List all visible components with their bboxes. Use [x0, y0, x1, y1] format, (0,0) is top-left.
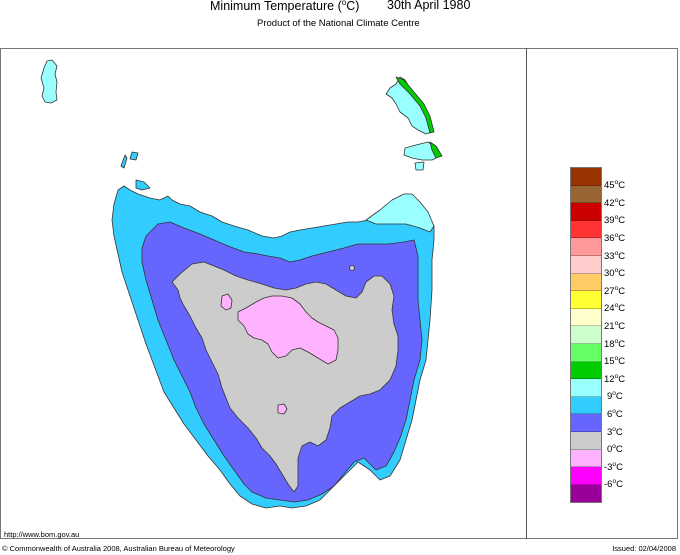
copyright-notice: © Commonwealth of Australia 2008, Austra… — [2, 544, 235, 553]
legend-band — [571, 396, 601, 415]
zone-0-to-3 — [171, 261, 399, 493]
legend-label-12: 12oC — [604, 373, 626, 385]
legend-label-minus6: -6oC — [604, 478, 623, 490]
legend-band — [571, 431, 601, 450]
legend-band — [571, 343, 601, 362]
three-hummock-island — [129, 151, 139, 161]
legend-label-30: 30oC — [604, 267, 626, 279]
legend-label-9: 9oC — [607, 390, 623, 402]
zone-9-to-12 — [365, 193, 435, 233]
legend-band — [571, 255, 601, 274]
legend-band — [571, 308, 601, 327]
hunter-island — [120, 154, 128, 169]
legend-band — [571, 449, 601, 468]
legend-band — [571, 414, 601, 432]
legend-label-33: 33oC — [604, 250, 626, 262]
legend-color-scale — [570, 167, 602, 504]
robbins-island — [135, 179, 151, 191]
map-subtitle: Product of the National Climate Centre — [257, 18, 420, 29]
map-frame — [0, 48, 678, 539]
legend-band — [571, 168, 601, 186]
legend-band — [571, 361, 601, 380]
zone-minus3-pink-small-2 — [277, 403, 288, 415]
cape-barren-green — [429, 141, 443, 159]
frame-divider — [526, 48, 527, 539]
legend-band — [571, 467, 601, 485]
zone-minus3-pink-small-1 — [220, 293, 233, 311]
legend-label-minus3: -3oC — [604, 461, 623, 473]
legend-band — [571, 379, 601, 397]
legend-band — [571, 326, 601, 344]
issued-date: Issued: 02/04/2008 — [612, 544, 676, 553]
legend-label-42: 42oC — [604, 197, 626, 209]
legend-label-21: 21oC — [604, 320, 626, 332]
flinders-island-green — [395, 76, 435, 134]
legend-band — [571, 203, 601, 221]
legend-label-6: 6oC — [607, 408, 623, 420]
legend-label-15: 15oC — [604, 355, 626, 367]
legend-band — [571, 484, 601, 503]
legend-label-24: 24oC — [604, 302, 626, 314]
legend-band — [571, 291, 601, 309]
legend-label-27: 27oC — [604, 285, 626, 297]
title-date: 30th April 1980 — [387, 0, 471, 12]
legend-band — [571, 273, 601, 292]
legend-label-39: 39oC — [604, 214, 626, 226]
bom-url-link[interactable]: http://www.bom.gov.au — [4, 530, 80, 539]
legend-label-18: 18oC — [604, 338, 626, 350]
legend-band — [571, 238, 601, 256]
legend-band — [571, 185, 601, 204]
grey-spot — [349, 265, 355, 271]
temperature-map — [40, 59, 443, 509]
legend-label-36: 36oC — [604, 232, 626, 244]
legend-band — [571, 220, 601, 239]
king-island — [40, 59, 58, 104]
zone-minus3-to-0 — [237, 295, 339, 365]
legend-label-0: 0oC — [607, 443, 623, 455]
clarke-island — [414, 161, 425, 171]
legend-label-45: 45oC — [604, 179, 626, 191]
legend-label-3: 3oC — [607, 426, 623, 438]
map-title: Minimum Temperature (oC) 30th April 1980 — [0, 0, 680, 16]
title-text: Minimum Temperature (oC) — [210, 0, 360, 14]
